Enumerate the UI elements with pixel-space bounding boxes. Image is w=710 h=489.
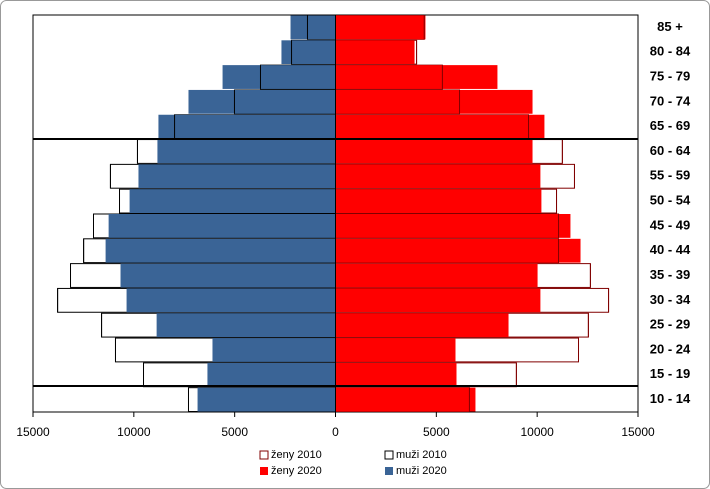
bar	[335, 139, 533, 164]
y-tick-label: 85 +	[657, 19, 683, 34]
bar	[335, 362, 457, 387]
bar	[188, 89, 336, 114]
bar	[157, 139, 336, 164]
y-tick-label: 40 - 44	[650, 242, 691, 257]
bar	[335, 263, 538, 288]
legend-label: muži 2020	[396, 465, 447, 477]
y-tick-label: 80 - 84	[650, 44, 691, 59]
bar	[335, 313, 509, 338]
x-tick-label: 10000	[117, 425, 151, 439]
y-tick-label: 20 - 24	[650, 341, 691, 356]
x-tick-label: 15000	[621, 425, 655, 439]
bar	[129, 189, 336, 214]
bar	[335, 387, 476, 412]
legend-label: muži 2010	[396, 449, 447, 461]
bar	[335, 15, 426, 40]
y-tick-label: 60 - 64	[650, 143, 691, 158]
legend-label: ženy 2020	[271, 465, 322, 477]
bar	[335, 40, 415, 65]
bar	[207, 362, 336, 387]
y-tick-label: 50 - 54	[650, 193, 691, 208]
legend-swatch	[384, 450, 394, 460]
bar	[158, 114, 336, 139]
bar	[335, 114, 545, 139]
bar	[281, 40, 336, 65]
y-tick-label: 55 - 59	[650, 168, 690, 183]
x-tick-label: 10000	[520, 425, 554, 439]
bar	[335, 164, 541, 189]
y-tick-label: 10 - 14	[650, 391, 691, 406]
x-tick-label: 0	[332, 425, 339, 439]
bar	[126, 288, 336, 313]
bar	[156, 313, 336, 338]
bar	[335, 189, 542, 214]
plot-area	[32, 14, 639, 413]
bar	[335, 65, 498, 89]
x-tick-label: 5000	[221, 425, 248, 439]
bar	[335, 89, 533, 114]
bar	[335, 238, 581, 263]
y-tick-label: 45 - 49	[650, 217, 690, 232]
y-tick-label: 70 - 74	[650, 93, 691, 108]
bar	[105, 238, 336, 263]
bar	[335, 288, 541, 313]
bar	[335, 338, 456, 362]
bar	[197, 387, 336, 412]
bar	[120, 263, 336, 288]
legend-swatch	[260, 467, 268, 475]
x-tick-label: 5000	[423, 425, 450, 439]
y-tick-label: 65 - 69	[650, 118, 690, 133]
bar	[222, 65, 336, 89]
bar	[335, 213, 571, 238]
bar	[108, 213, 336, 238]
legend-label: ženy 2010	[271, 449, 322, 461]
legend-swatch	[259, 450, 269, 460]
bar	[212, 338, 336, 362]
x-tick-label: 15000	[16, 425, 50, 439]
y-tick-label: 35 - 39	[650, 267, 690, 282]
y-tick-label: 15 - 19	[650, 366, 690, 381]
y-tick-label: 30 - 34	[650, 292, 691, 307]
bar	[290, 15, 336, 40]
y-tick-label: 75 - 79	[650, 68, 690, 83]
y-tick-label: 25 - 29	[650, 317, 690, 332]
bar	[138, 164, 336, 189]
legend-swatch	[385, 467, 393, 475]
